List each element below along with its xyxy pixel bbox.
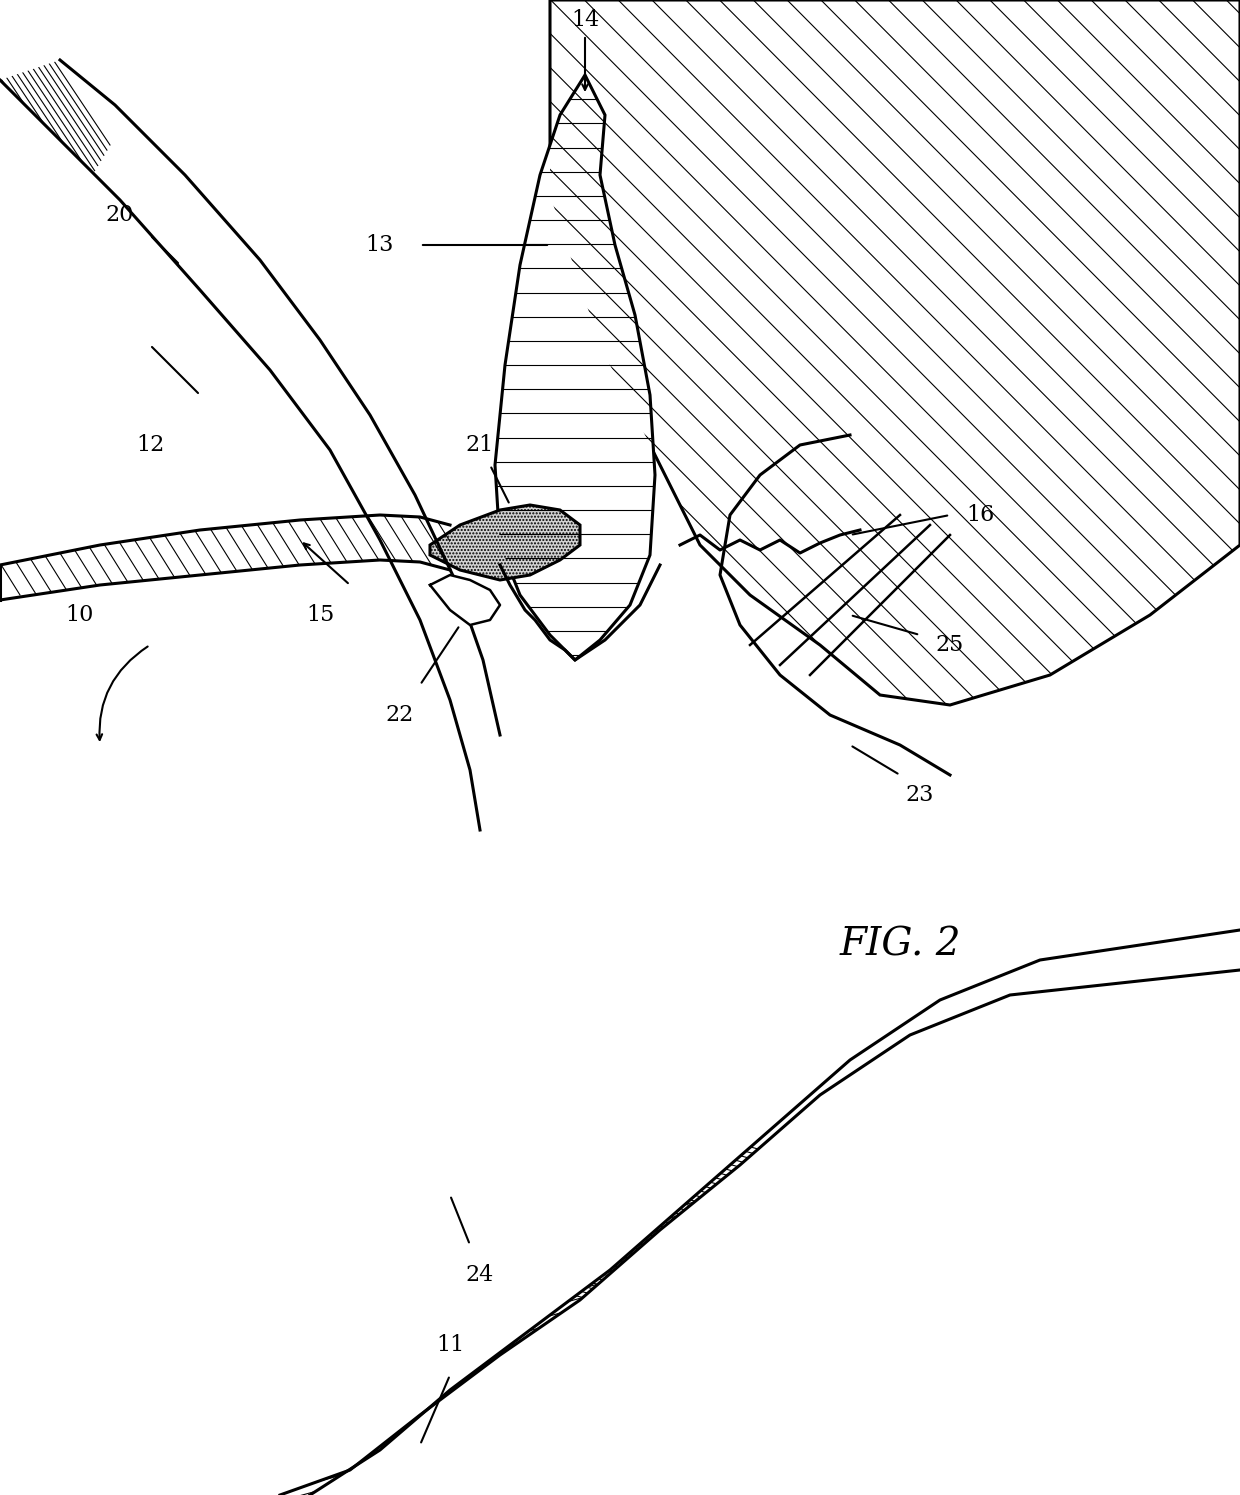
Text: 11: 11: [436, 1334, 464, 1356]
Text: 25: 25: [936, 634, 965, 656]
Text: 23: 23: [905, 783, 934, 806]
Polygon shape: [430, 505, 580, 580]
Text: 16: 16: [966, 504, 994, 526]
Polygon shape: [495, 75, 655, 659]
Text: 21: 21: [466, 434, 494, 456]
Text: FIG. 2: FIG. 2: [839, 927, 961, 963]
Text: 14: 14: [570, 9, 599, 31]
Polygon shape: [430, 576, 500, 625]
Text: 13: 13: [366, 235, 394, 256]
Text: 10: 10: [66, 604, 94, 626]
Text: 22: 22: [386, 704, 414, 727]
Text: 24: 24: [466, 1263, 494, 1286]
Text: 12: 12: [136, 434, 164, 456]
Text: 15: 15: [306, 604, 334, 626]
Text: 20: 20: [105, 203, 134, 226]
